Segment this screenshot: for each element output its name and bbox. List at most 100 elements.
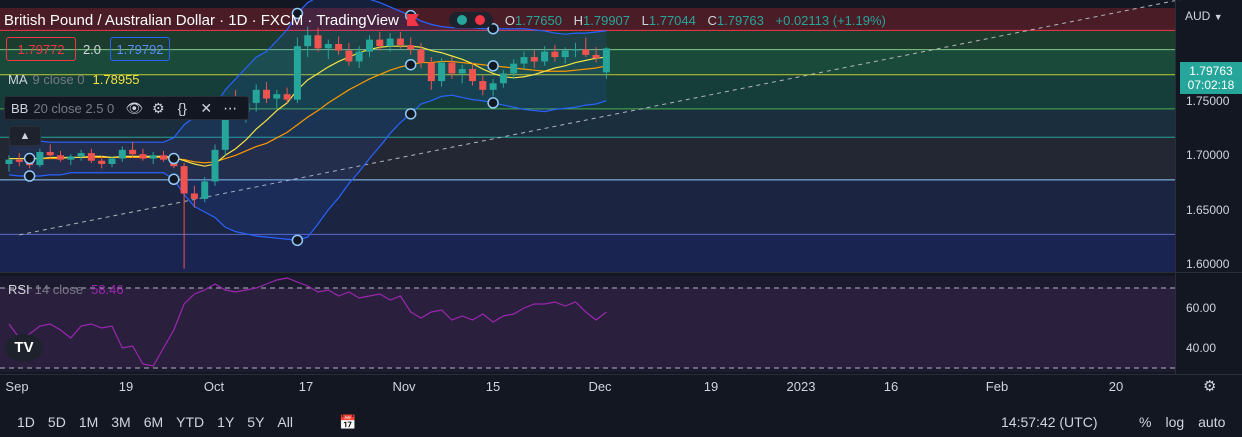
market-status-pill[interactable] xyxy=(448,12,493,28)
candle-body xyxy=(139,154,147,159)
candle-body xyxy=(479,81,487,90)
candle-body xyxy=(201,181,209,199)
bb-args: 20 close 2.5 0 xyxy=(33,100,115,116)
settings-icon[interactable]: ⚙ xyxy=(1203,378,1217,395)
scale-option-button[interactable]: auto xyxy=(1198,414,1226,430)
candle-body xyxy=(5,159,13,164)
fib-zones xyxy=(0,8,1175,272)
candle-body xyxy=(15,159,23,162)
candle-body xyxy=(582,49,590,55)
high-value: 1.79907 xyxy=(583,12,631,28)
timeframe-buttons: 1D 5D 1M 3M 6M YTD 1Y 5Y All xyxy=(0,414,293,430)
close-value: 1.79763 xyxy=(716,12,764,28)
last-price: 1.79763 xyxy=(1189,64,1233,78)
close-icon[interactable]: ✕ xyxy=(200,99,213,116)
scale-option-button[interactable]: log xyxy=(1165,414,1185,430)
rsi-pane xyxy=(0,0,1242,375)
timeframe-button[interactable]: 1D xyxy=(17,414,35,430)
timeframe-button[interactable]: 1Y xyxy=(217,414,235,430)
bb-name: BB xyxy=(11,100,29,116)
band-marker xyxy=(404,58,417,71)
rsi-legend[interactable]: RSI 14 close 58.46 xyxy=(8,282,124,297)
timeframe-button[interactable]: 5D xyxy=(47,414,66,430)
band-marker xyxy=(23,170,36,182)
timeframe-button[interactable]: 6M xyxy=(143,414,164,430)
candle-body xyxy=(510,63,518,74)
candle-body xyxy=(211,149,219,182)
fib-zone xyxy=(0,137,1175,180)
band-marker xyxy=(487,97,499,109)
chevron-down-icon: ▼ xyxy=(1213,12,1223,22)
fib-zone xyxy=(0,179,1175,235)
timeframe-button[interactable]: 3M xyxy=(111,414,131,430)
buy-price-button[interactable]: 1.79792 xyxy=(110,37,170,61)
rsi-value: 58.46 xyxy=(91,282,124,297)
candle-body xyxy=(314,35,322,49)
sell-price-button[interactable]: 1.79772 xyxy=(6,37,76,61)
candle-body xyxy=(376,39,384,47)
fib-zone xyxy=(0,30,1175,50)
bb-legend[interactable]: BB 20 close 2.5 0 👁 ⚙ {} ✕ ⋯ xyxy=(4,96,250,120)
rsi-line xyxy=(8,277,607,367)
time-tick-label: Sep xyxy=(5,379,29,394)
ma-legend[interactable]: MA 9 close 0 1.78955 xyxy=(8,72,140,87)
timeframe-button[interactable]: 5Y xyxy=(247,414,265,430)
candle-body xyxy=(98,160,106,164)
time-tick-label: Dec xyxy=(588,379,612,394)
flag-icon[interactable] xyxy=(406,14,419,26)
candle-body xyxy=(57,155,64,160)
calendar-range-icon[interactable]: 📅 xyxy=(338,413,357,430)
bar-countdown: 07:02:18 xyxy=(1187,78,1235,92)
candle-body xyxy=(221,106,229,150)
more-icon[interactable]: ⋯ xyxy=(223,99,238,116)
gear-icon[interactable]: ⚙ xyxy=(152,99,165,116)
time-tick-label: 15 xyxy=(485,379,501,394)
candle-body xyxy=(283,94,291,100)
change-value: +0.02113 (+1.19%) xyxy=(775,12,886,28)
time-tick-label: 19 xyxy=(118,379,134,394)
candle-body xyxy=(499,73,507,84)
candle-body xyxy=(273,94,281,99)
candle-body xyxy=(252,89,260,103)
candle-body xyxy=(572,49,579,51)
clock[interactable]: 14:57:42 (UTC) xyxy=(1001,414,1098,430)
candle-body xyxy=(160,155,167,160)
candle-body xyxy=(396,38,404,46)
candle-body xyxy=(77,153,85,157)
candle-body xyxy=(190,193,198,199)
open-value: 1.77650 xyxy=(515,12,562,28)
tradingview-logo[interactable]: TV xyxy=(5,334,43,362)
bb-lower-line xyxy=(8,94,607,241)
currency-selector[interactable]: AUD ▼ xyxy=(1185,9,1223,23)
timeframe-button[interactable]: All xyxy=(277,414,293,430)
currency-label: AUD xyxy=(1185,9,1211,23)
bollinger-bands xyxy=(8,0,607,241)
candle-body xyxy=(592,54,600,59)
candle-body xyxy=(427,62,435,82)
scale-option-button[interactable]: % xyxy=(1139,414,1152,430)
time-tick-label: 17 xyxy=(298,379,314,394)
candle-body xyxy=(469,69,476,82)
time-tick-label: 19 xyxy=(703,379,719,394)
time-tick-label: Feb xyxy=(985,379,1009,394)
last-price-tag: 1.79763 07:02:18 xyxy=(1180,62,1242,94)
candle-body xyxy=(417,49,425,63)
low-value: 1.77044 xyxy=(648,12,696,28)
braces-icon[interactable]: {} xyxy=(177,100,187,116)
chart-title: British Pound / Australian Dollar · 1D ·… xyxy=(4,11,399,29)
time-tick-label: 2023 xyxy=(786,379,816,394)
price-tick-label: 1.60000 xyxy=(1186,257,1230,272)
bb-upper-line xyxy=(8,0,607,143)
timeframe-button[interactable]: 1M xyxy=(78,414,99,430)
candle-body xyxy=(551,51,559,58)
ma-name: MA xyxy=(8,72,28,87)
eye-icon[interactable]: 👁 xyxy=(125,99,144,116)
candle-body xyxy=(304,35,312,47)
chevron-up-icon[interactable]: ▲ xyxy=(9,126,41,146)
rsi-tick-label: 60.00 xyxy=(1186,301,1217,315)
candle-body xyxy=(335,44,343,51)
price-tick-label: 1.70000 xyxy=(1186,148,1230,163)
band-marker xyxy=(23,152,36,165)
timeframe-button[interactable]: YTD xyxy=(176,414,205,430)
